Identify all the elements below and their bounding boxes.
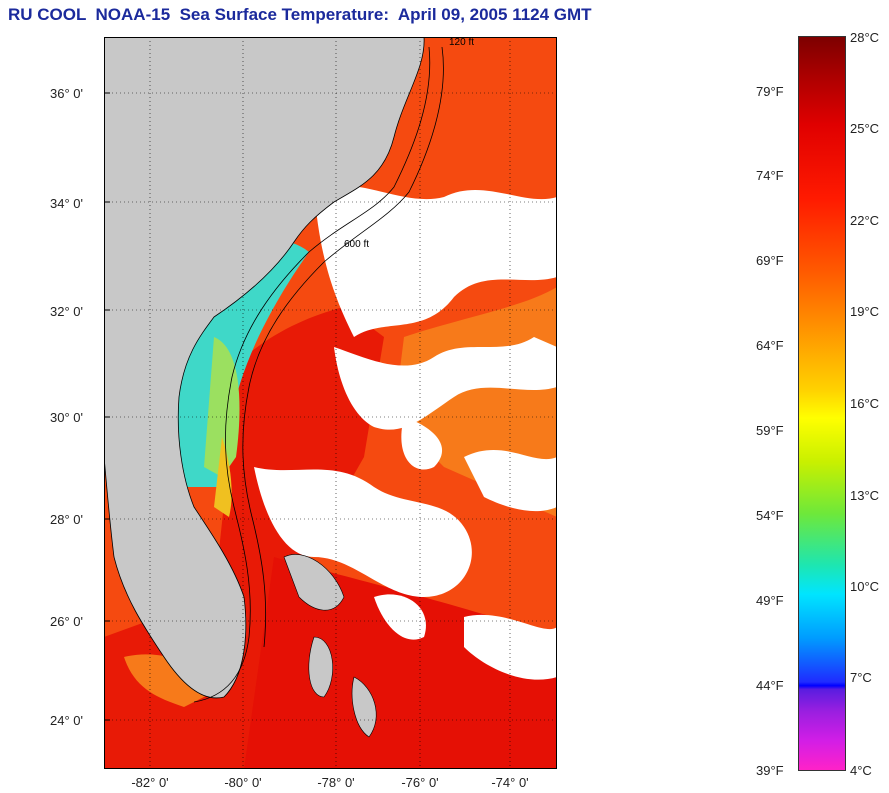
map-title: RU COOL NOAA-15 Sea Surface Temperature:…	[8, 5, 592, 24]
colorbar-c-4: 4°C	[850, 763, 872, 778]
isobath-label-600: 600 ft	[344, 239, 369, 250]
colorbar-c-10: 10°C	[850, 579, 880, 594]
lon-label-74: -74° 0'	[491, 775, 529, 790]
colorbar-f-39: 39°F	[756, 763, 784, 778]
gulf-orange-water	[124, 654, 224, 707]
cloud-band	[334, 337, 557, 430]
colorbar-f-64: 64°F	[756, 338, 784, 353]
lat-label-34: 34° 0'	[50, 196, 83, 211]
colorbar-f-59: 59°F	[756, 423, 784, 438]
bahamas-island	[283, 554, 345, 611]
lon-label-78: -78° 0'	[317, 775, 355, 790]
colorbar-f-69: 69°F	[756, 253, 784, 268]
colorbar-f-49: 49°F	[756, 593, 784, 608]
cloud-patch-east	[464, 449, 557, 512]
colorbar-f-54: 54°F	[756, 508, 784, 523]
shelf-yellow-water	[214, 437, 232, 517]
map-frame	[104, 37, 557, 769]
isobath-600ft	[242, 46, 444, 648]
isobath-120ft	[193, 46, 431, 703]
lon-label-82: -82° 0'	[131, 775, 169, 790]
sst-map: 120 ft 600 ft	[104, 37, 557, 769]
lon-label-80: -80° 0'	[224, 775, 262, 790]
lat-label-32: 32° 0'	[50, 304, 83, 319]
isobath-label-120: 120 ft	[449, 37, 474, 48]
colorbar-f-79: 79°F	[756, 84, 784, 99]
bahamas-island	[308, 636, 334, 698]
cloud-patch-bahamas	[374, 594, 426, 640]
colorbar-f-74: 74°F	[756, 168, 784, 183]
lat-label-28: 28° 0'	[50, 512, 83, 527]
temperature-colorbar	[798, 36, 846, 771]
cloud-patch-southeast	[464, 614, 557, 680]
colorbar-c-22: 22°C	[850, 213, 880, 228]
colorbar-c-25: 25°C	[850, 121, 880, 136]
colorbar-f-44: 44°F	[756, 678, 784, 693]
cloud-patch	[401, 417, 443, 470]
colorbar-c-16: 16°C	[850, 396, 880, 411]
bahamas-island	[351, 676, 377, 738]
lat-label-26: 26° 0'	[50, 614, 83, 629]
colorbar-c-28: 28°C	[850, 30, 880, 45]
colorbar-c-13: 13°C	[850, 488, 880, 503]
lat-label-24: 24° 0'	[50, 713, 83, 728]
lat-ticks	[104, 92, 110, 721]
lat-label-30: 30° 0'	[50, 410, 83, 425]
cloud-mass-central	[254, 467, 472, 597]
colorbar-c-19: 19°C	[850, 304, 880, 319]
shelf-green-water	[204, 337, 240, 477]
lat-label-36: 36° 0'	[50, 86, 83, 101]
lon-label-76: -76° 0'	[401, 775, 439, 790]
colorbar-c-7: 7°C	[850, 670, 872, 685]
